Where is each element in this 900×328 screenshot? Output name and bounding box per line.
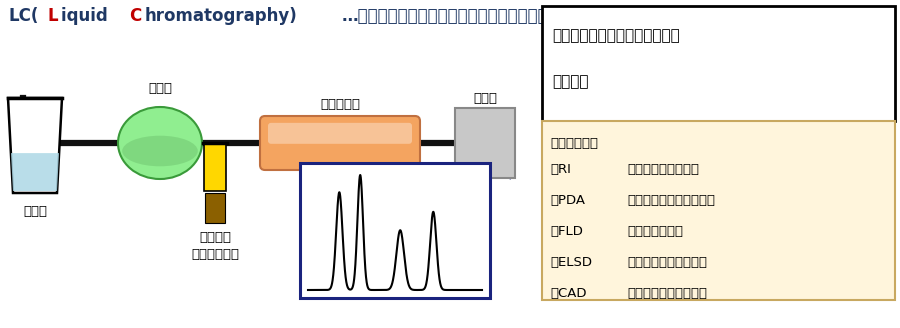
Text: インジェクタ: インジェクタ [191, 248, 239, 261]
Bar [204, 143, 226, 191]
Text: カラム分離: カラム分離 [320, 98, 360, 111]
Text: LC(: LC( [8, 7, 39, 25]
Polygon shape [8, 98, 62, 193]
Text: （蚕発光散乱検出器）: （蚕発光散乱検出器） [627, 256, 707, 269]
FancyBboxPatch shape [268, 123, 412, 144]
Text: hromatography): hromatography) [145, 7, 297, 25]
Text: ・CAD: ・CAD [550, 287, 587, 300]
Text: ・ELSD: ・ELSD [550, 256, 592, 269]
Bar [542, 6, 895, 121]
Text: 検出器の種類: 検出器の種類 [550, 137, 598, 150]
Polygon shape [11, 153, 59, 191]
Text: （示差屈折検出器）: （示差屈折検出器） [627, 163, 699, 176]
Text: 検出器: 検出器 [473, 92, 497, 105]
Ellipse shape [122, 136, 198, 166]
Text: 溶離液: 溶離液 [23, 205, 47, 218]
Bar [455, 108, 515, 178]
Text: 目的に応じた検出器と接続し、: 目的に応じた検出器と接続し、 [552, 28, 680, 43]
Ellipse shape [118, 107, 202, 179]
Text: C: C [129, 7, 141, 25]
FancyBboxPatch shape [260, 116, 420, 170]
Text: ポンプ: ポンプ [148, 82, 172, 95]
Bar [542, 121, 895, 300]
Text: サンプル: サンプル [199, 231, 231, 244]
Text: （紫外可視吸光検出器）: （紫外可視吸光検出器） [627, 194, 715, 207]
Text: L: L [47, 7, 58, 25]
Text: iquid: iquid [61, 7, 113, 25]
Text: （荷電化粒子検出器）: （荷電化粒子検出器） [627, 287, 707, 300]
Bar [205, 193, 225, 223]
Text: ・PDA: ・PDA [550, 194, 585, 207]
Bar [300, 163, 490, 298]
Text: ・RI: ・RI [550, 163, 571, 176]
Text: ・FLD: ・FLD [550, 225, 583, 238]
Text: …移動相（液体）を用いて成分を分離分析する方法: …移動相（液体）を用いて成分を分離分析する方法 [341, 7, 578, 25]
Text: （蛛光検出器）: （蛛光検出器） [627, 225, 683, 238]
Text: 成分検出: 成分検出 [552, 74, 589, 89]
